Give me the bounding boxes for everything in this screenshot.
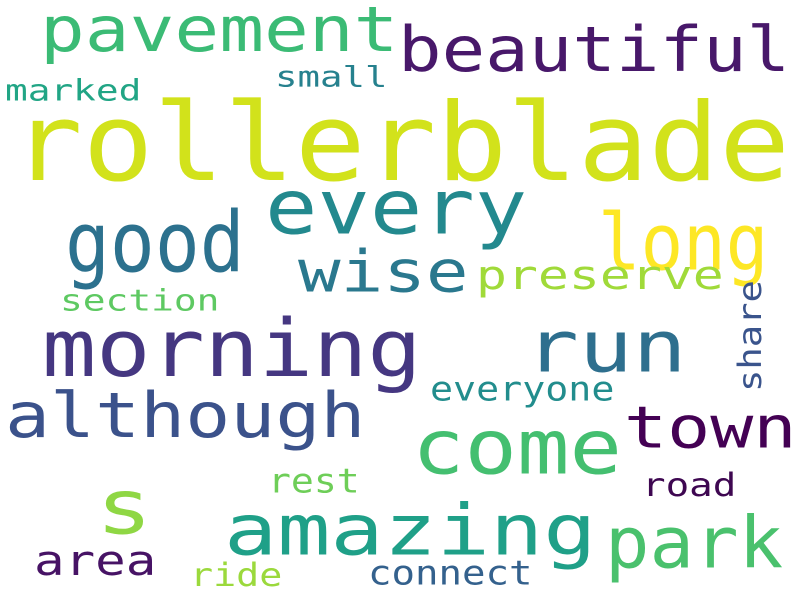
word-morning: morning [42, 302, 422, 396]
word-section: section [60, 283, 220, 318]
word-wise: wise [298, 238, 469, 306]
word-pavement: pavement [40, 0, 399, 67]
word-preserve: preserve [476, 251, 724, 299]
word-marked: marked [5, 73, 142, 108]
word-share: share [732, 280, 769, 392]
word-road: road [642, 467, 737, 504]
word-everyone: everyone [430, 369, 615, 409]
word-park: park [605, 501, 784, 586]
word-good: good [65, 194, 245, 293]
word-town: town [624, 394, 797, 462]
word-rollerblade: rollerblade [12, 80, 791, 207]
word-area: area [34, 536, 157, 586]
word-come: come [412, 403, 622, 493]
word-ride: ride [190, 557, 283, 594]
word-connect: connect [368, 553, 533, 593]
word-amazing: amazing [224, 489, 597, 572]
word-although: although [5, 380, 366, 453]
word-run: run [525, 305, 687, 390]
word-s: s [96, 463, 153, 553]
word-long: long [598, 196, 769, 289]
word-rest: rest [268, 461, 360, 501]
word-beautiful: beautiful [398, 14, 791, 87]
word-every: every [265, 163, 528, 253]
word-small: small [275, 61, 388, 94]
